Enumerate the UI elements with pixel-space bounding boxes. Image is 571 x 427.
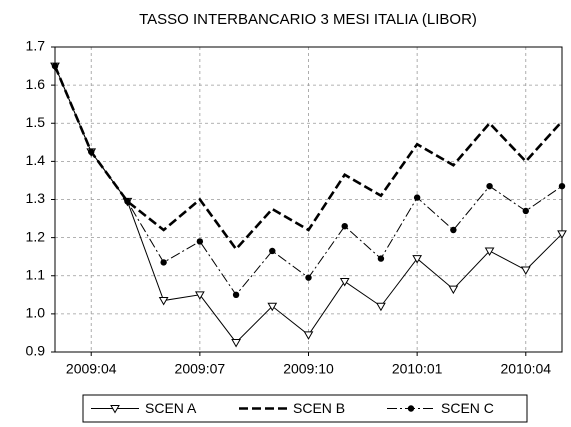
legend-label: SCEN C <box>441 400 494 416</box>
plot-frame <box>54 46 563 353</box>
marker <box>196 238 204 245</box>
marker <box>305 274 312 281</box>
y-tick-label: 1.4 <box>26 152 46 168</box>
legend-label: SCEN B <box>293 400 345 416</box>
marker <box>484 247 495 256</box>
marker <box>341 222 348 230</box>
marker <box>51 62 59 70</box>
marker <box>339 277 350 287</box>
marker <box>376 302 386 312</box>
marker <box>450 226 457 234</box>
y-tick-label: 1.0 <box>26 305 46 321</box>
marker <box>412 255 423 264</box>
marker <box>267 302 278 312</box>
marker <box>110 405 120 414</box>
marker <box>520 266 531 276</box>
marker <box>522 207 529 215</box>
chart-title: TASSO INTERBANCARIO 3 MESI ITALIA (LIBOR… <box>139 11 477 28</box>
marker <box>448 285 459 295</box>
marker <box>194 291 205 300</box>
marker <box>269 247 276 255</box>
marker <box>558 182 566 190</box>
marker <box>124 198 131 205</box>
x-tick-label: 2010:01 <box>392 361 443 377</box>
marker <box>557 230 567 239</box>
x-tick-label: 2010:04 <box>500 361 551 377</box>
y-tick-label: 1.2 <box>26 228 46 244</box>
y-tick-label: 1.3 <box>26 190 46 206</box>
marker <box>160 259 167 266</box>
y-tick-label: 1.7 <box>26 38 46 54</box>
y-tick-label: 1.5 <box>26 114 46 130</box>
y-tick-label: 0.9 <box>26 343 46 359</box>
marker <box>377 255 385 262</box>
y-tick-label: 1.1 <box>26 266 46 282</box>
legend-label: SCEN A <box>145 400 197 416</box>
y-tick-label: 1.6 <box>26 76 46 92</box>
x-tick-label: 2009:07 <box>175 361 226 377</box>
legend-box <box>82 394 528 423</box>
series-line <box>53 65 563 252</box>
marker <box>486 182 493 190</box>
marker <box>232 291 240 299</box>
marker <box>413 194 421 201</box>
x-tick-label: 2009:04 <box>66 361 117 377</box>
marker <box>231 338 241 348</box>
marker <box>88 148 95 156</box>
marker <box>158 297 169 306</box>
marker <box>303 331 314 340</box>
marker <box>407 405 415 412</box>
x-tick-label: 2009:10 <box>283 361 334 377</box>
